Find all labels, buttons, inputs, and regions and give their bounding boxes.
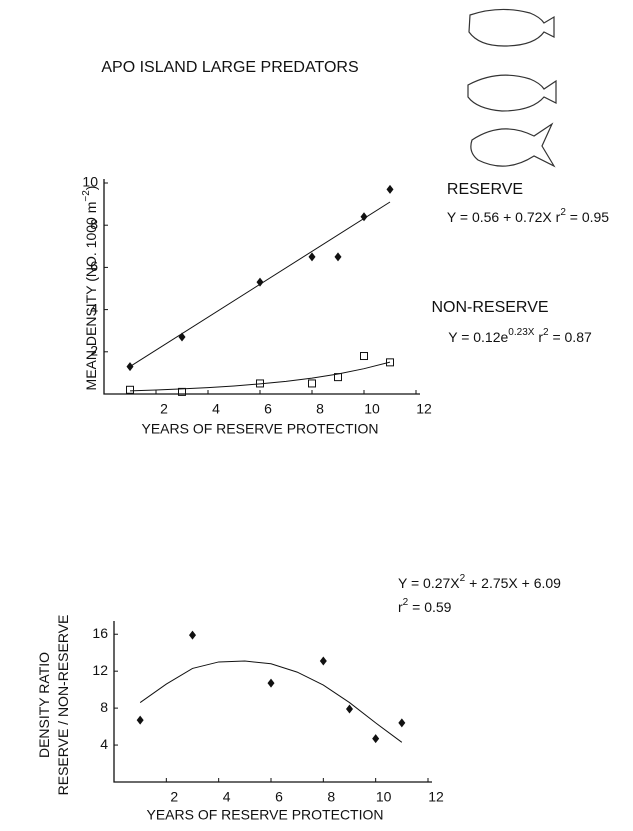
- x-tick-label: 4: [223, 789, 231, 805]
- x-tick-label: 6: [275, 789, 283, 805]
- y-axis-label-part: −2: [81, 190, 92, 202]
- x-tick-label: 8: [327, 789, 335, 805]
- data-point: [189, 631, 196, 640]
- y-axis-label: MEAN DENSITY (NO. 1000 m−2): [81, 186, 99, 391]
- chart-title: APO ISLAND LARGE PREDATORS: [101, 59, 358, 76]
- data-point: [387, 185, 394, 194]
- y-axis-label: DENSITY RATIO: [36, 652, 52, 758]
- y-axis-label-part: RESERVE / NON-RESERVE: [55, 615, 71, 796]
- figure: APO ISLAND LARGE PREDATORS 2 4 6 8 10 12 2 4 6 8 10…: [0, 0, 633, 831]
- y-axis-label-part: DENSITY RATIO: [36, 652, 52, 758]
- equation-part: r: [534, 329, 543, 345]
- y-axis-label-part: MEAN DENSITY (NO. 1000 m: [83, 202, 99, 391]
- equation-part: Y = 0.12e: [448, 329, 508, 345]
- y-tick-label: 12: [92, 662, 108, 678]
- data-point: [127, 386, 134, 393]
- data-point: [268, 679, 275, 688]
- axis-line: [104, 179, 420, 394]
- x-tick-label: 2: [160, 401, 168, 417]
- data-point: [309, 252, 316, 261]
- y-axis-label: RESERVE / NON-RESERVE: [55, 615, 71, 796]
- data-point: [309, 380, 316, 387]
- fish-icon: [468, 75, 556, 111]
- x-tick-label: 8: [316, 401, 324, 417]
- equation-part: = 0.87: [549, 329, 592, 345]
- equation-part: Y = 0.27X: [398, 575, 460, 591]
- x-tick-label: 4: [212, 401, 220, 417]
- y-axis-label-part: ): [83, 186, 99, 191]
- equation: Y = 0.27X2 + 2.75X + 6.09: [398, 573, 561, 591]
- series-label: RESERVE: [447, 181, 523, 198]
- data-point: [127, 362, 134, 371]
- data-point: [320, 657, 327, 666]
- fish-illustrations: [468, 9, 556, 166]
- data-point: [361, 353, 368, 360]
- y-tick-label: 16: [92, 625, 108, 641]
- x-tick-label: 2: [170, 789, 178, 805]
- equation-part: = 0.59: [408, 599, 451, 615]
- x-tick-label: 6: [264, 401, 272, 417]
- equation: r2 = 0.59: [398, 597, 452, 615]
- y-tick-label: 8: [100, 699, 108, 715]
- data-point: [335, 252, 342, 261]
- equation-part: = 0.95: [566, 209, 609, 225]
- x-tick-label: 10: [376, 789, 392, 805]
- y-tick-label: 4: [100, 736, 108, 752]
- fish-icon: [469, 9, 554, 46]
- x-axis-label: YEARS OF RESERVE PROTECTION: [146, 807, 383, 823]
- fit-line: [140, 661, 402, 742]
- series-label: NON-RESERVE: [431, 299, 548, 316]
- equation: Y = 0.56 + 0.72X r2 = 0.95: [447, 207, 609, 225]
- x-tick-label: 12: [416, 401, 432, 417]
- equation: Y = 0.12e0.23X r2 = 0.87: [448, 327, 592, 345]
- data-point: [398, 718, 405, 727]
- equation-part: Y = 0.56 + 0.72X r: [447, 209, 561, 225]
- equation-part: 0.23X: [508, 327, 534, 338]
- data-point: [137, 716, 144, 725]
- x-axis-label: YEARS OF RESERVE PROTECTION: [141, 421, 378, 437]
- x-tick-label: 10: [364, 401, 380, 417]
- equation-part: + 2.75X + 6.09: [465, 575, 561, 591]
- axis-line: [114, 621, 432, 782]
- fish-icon: [471, 124, 554, 166]
- data-point: [179, 333, 186, 342]
- data-point: [372, 734, 379, 743]
- data-point: [346, 705, 353, 714]
- x-tick-label: 12: [428, 789, 444, 805]
